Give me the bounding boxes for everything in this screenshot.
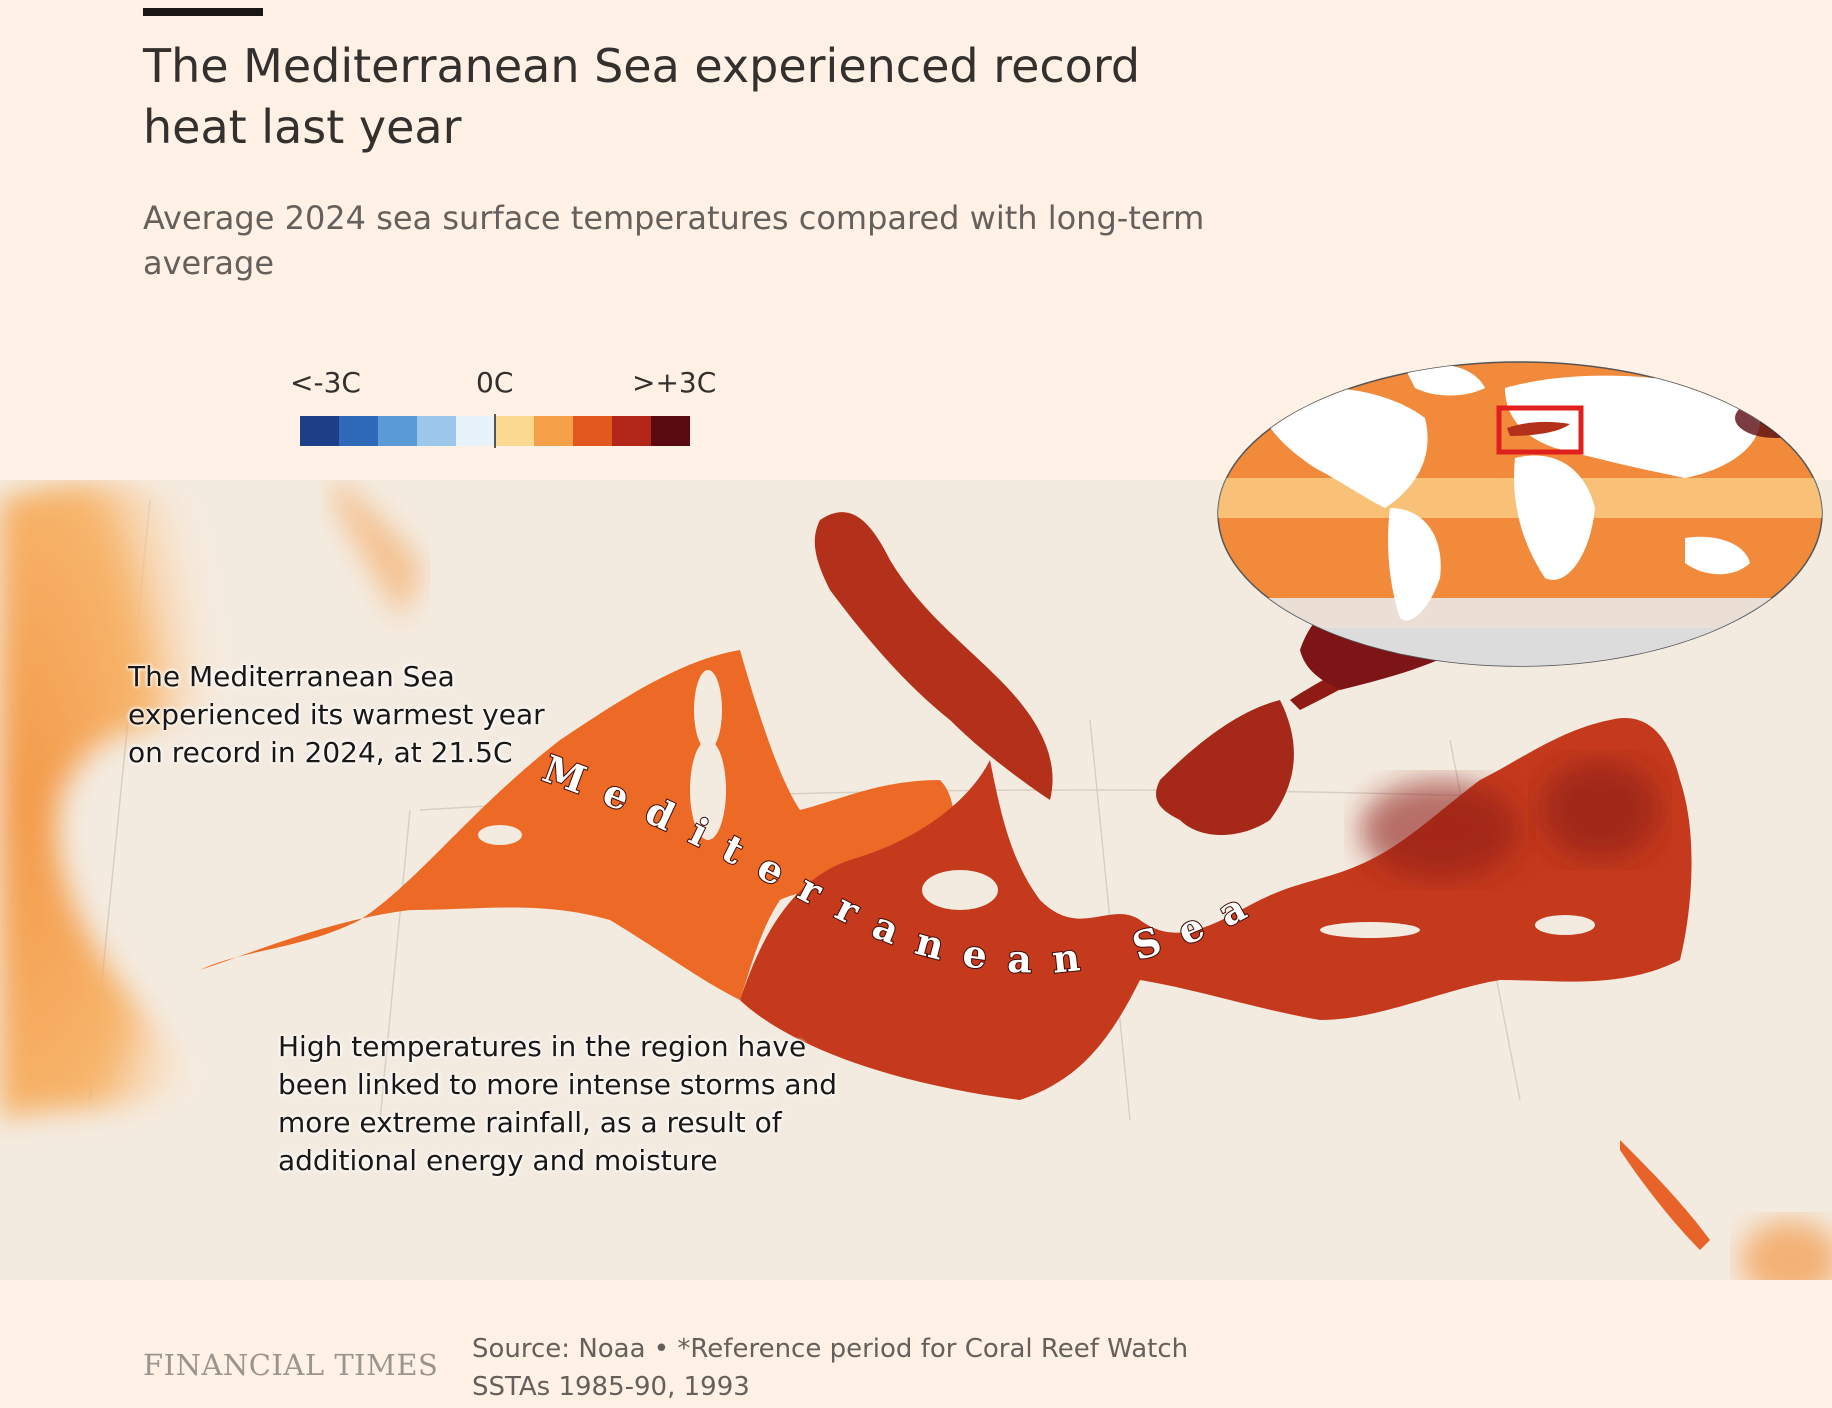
top-rule (143, 8, 263, 16)
sardinia (690, 740, 726, 840)
balearic-islands (478, 825, 522, 845)
inset-north-america (1255, 387, 1428, 508)
inset-mediterranean (1507, 421, 1570, 436)
red-sea (1620, 1140, 1710, 1250)
annotation-storms: High temperatures in the region have bee… (278, 1030, 838, 1177)
islands (478, 670, 1595, 938)
legend-swatch-4 (456, 416, 495, 446)
atlantic-ocean (0, 483, 233, 1120)
legend-swatch-8 (612, 416, 651, 446)
legend-swatch-5 (495, 416, 534, 446)
legend-swatch-7 (573, 416, 612, 446)
cyprus (1535, 915, 1595, 935)
crete (1320, 922, 1420, 938)
levantine-hotspot-east (1540, 760, 1660, 860)
color-legend: <-3C 0C >+3C (290, 366, 716, 456)
legend-color-bar (300, 416, 690, 446)
adriatic-sea (814, 512, 1053, 800)
red-sea-glow (1740, 1220, 1832, 1280)
world-inset-map (1215, 358, 1825, 670)
page-title: The Mediterranean Sea experienced record… (143, 39, 1141, 154)
bay-of-biscay (330, 480, 422, 620)
source-note: Source: Noaa • *Reference period for Cor… (472, 1334, 1189, 1402)
legend-swatch-2 (378, 416, 417, 446)
aegean-sea (1156, 700, 1294, 835)
inset-eurasia (1505, 375, 1761, 478)
legend-swatch-6 (534, 416, 573, 446)
legend-mid-label: 0C (476, 366, 514, 399)
inset-southern-band (1218, 598, 1822, 628)
legend-swatch-0 (300, 416, 339, 446)
ft-logo: FINANCIAL TIMES (143, 1348, 439, 1382)
western-mediterranean (200, 650, 954, 1000)
legend-max-label: >+3C (632, 366, 717, 399)
annotation-record-year: The Mediterranean Sea experienced its wa… (128, 660, 545, 769)
legend-swatch-3 (417, 416, 456, 446)
inset-antarctica (1218, 628, 1822, 666)
inset-africa (1514, 455, 1595, 580)
levantine-hotspot (1360, 780, 1520, 880)
inset-highlight-box (1496, 405, 1584, 455)
legend-min-label: <-3C (290, 366, 361, 399)
inset-south-america (1388, 508, 1441, 621)
inset-canvas (1217, 361, 1823, 667)
inset-greenland (1405, 364, 1485, 396)
inset-australia (1685, 536, 1750, 575)
legend-zero-tick (494, 414, 496, 448)
corsica (694, 670, 722, 750)
legend-swatch-9 (651, 416, 690, 446)
inset-continents (1255, 364, 1761, 621)
sicily (922, 870, 998, 910)
legend-swatch-1 (339, 416, 378, 446)
page-subtitle: Average 2024 sea surface temperatures co… (143, 199, 1205, 282)
